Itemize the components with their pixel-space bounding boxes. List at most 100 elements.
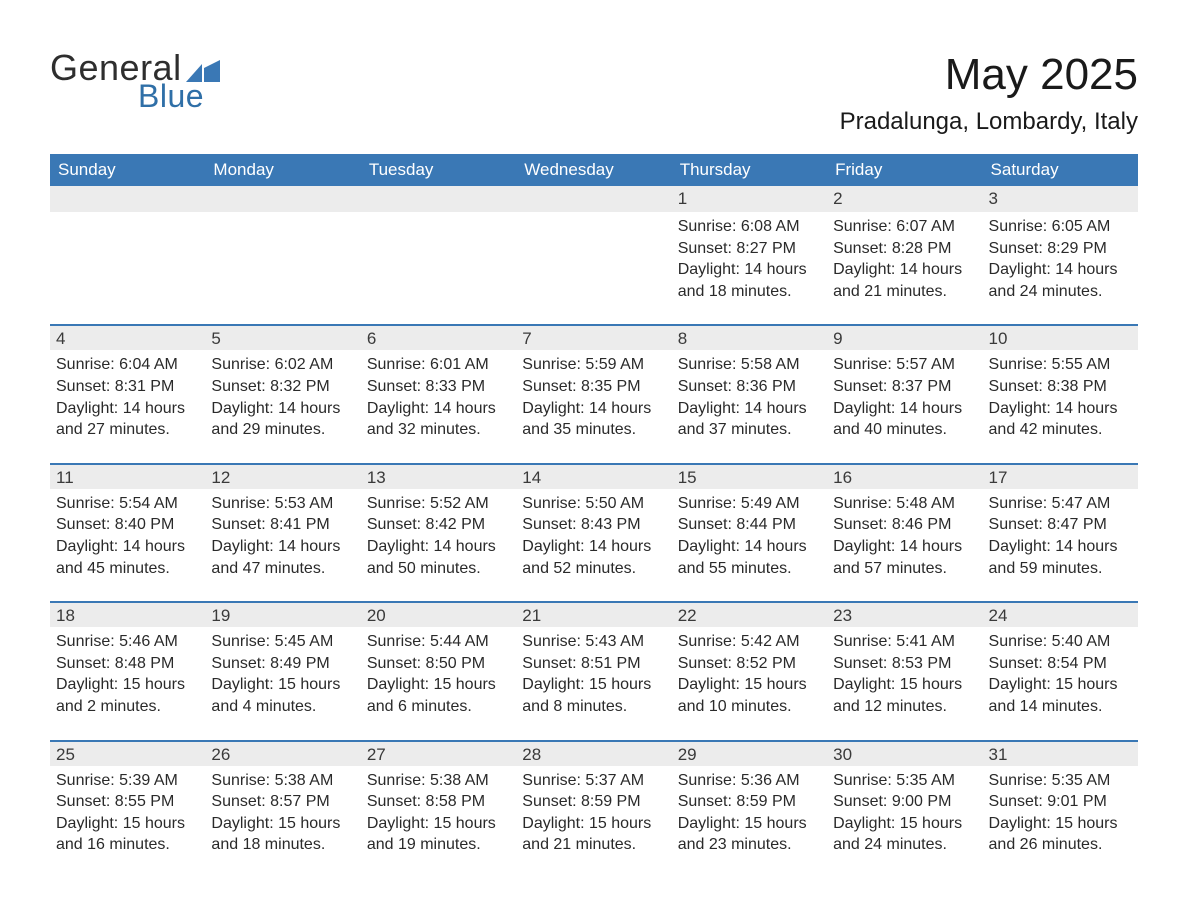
- daylight-text: Daylight: 15 hours: [56, 674, 199, 696]
- date-number: 19: [205, 601, 360, 627]
- sunset-text: Sunset: 8:58 PM: [367, 791, 510, 813]
- date-number: 8: [672, 324, 827, 350]
- sunrise-text: Sunrise: 5:50 AM: [522, 493, 665, 515]
- day-body: Sunrise: 5:35 AMSunset: 9:01 PMDaylight:…: [983, 766, 1138, 866]
- empty-date-bar: [516, 186, 671, 212]
- daylight-text: and 37 minutes.: [678, 419, 821, 441]
- daylight-text: Daylight: 15 hours: [367, 813, 510, 835]
- date-number: 29: [672, 740, 827, 766]
- day-body: Sunrise: 5:40 AMSunset: 8:54 PMDaylight:…: [983, 627, 1138, 739]
- date-number: 14: [516, 463, 671, 489]
- day-body: Sunrise: 5:49 AMSunset: 8:44 PMDaylight:…: [672, 489, 827, 601]
- day-cell: 19Sunrise: 5:45 AMSunset: 8:49 PMDayligh…: [205, 601, 360, 739]
- daylight-text: Daylight: 14 hours: [989, 259, 1132, 281]
- daylight-text: and 50 minutes.: [367, 558, 510, 580]
- day-body: Sunrise: 6:05 AM Sunset: 8:29 PM Dayligh…: [983, 212, 1138, 324]
- day-cell: 10Sunrise: 5:55 AMSunset: 8:38 PMDayligh…: [983, 324, 1138, 462]
- sunrise-text: Sunrise: 5:49 AM: [678, 493, 821, 515]
- sunrise-text: Sunrise: 6:02 AM: [211, 354, 354, 376]
- date-number: 23: [827, 601, 982, 627]
- day-cell: 3 Sunrise: 6:05 AM Sunset: 8:29 PM Dayli…: [983, 186, 1138, 324]
- sunset-text: Sunset: 8:27 PM: [678, 238, 821, 260]
- day-body: Sunrise: 5:35 AMSunset: 9:00 PMDaylight:…: [827, 766, 982, 866]
- daylight-text: Daylight: 15 hours: [833, 674, 976, 696]
- sunrise-text: Sunrise: 5:37 AM: [522, 770, 665, 792]
- day-body: Sunrise: 6:04 AMSunset: 8:31 PMDaylight:…: [50, 350, 205, 462]
- date-number: 9: [827, 324, 982, 350]
- daylight-text: and 42 minutes.: [989, 419, 1132, 441]
- daylight-text: and 52 minutes.: [522, 558, 665, 580]
- sunset-text: Sunset: 8:46 PM: [833, 514, 976, 536]
- sunset-text: Sunset: 8:35 PM: [522, 376, 665, 398]
- weekday-header: Wednesday: [516, 154, 671, 186]
- daylight-text: Daylight: 14 hours: [678, 259, 821, 281]
- sunrise-text: Sunrise: 5:39 AM: [56, 770, 199, 792]
- daylight-text: and 45 minutes.: [56, 558, 199, 580]
- date-number: 4: [50, 324, 205, 350]
- day-cell: 7Sunrise: 5:59 AMSunset: 8:35 PMDaylight…: [516, 324, 671, 462]
- daylight-text: and 14 minutes.: [989, 696, 1132, 718]
- sunset-text: Sunset: 8:48 PM: [56, 653, 199, 675]
- day-body: Sunrise: 5:50 AMSunset: 8:43 PMDaylight:…: [516, 489, 671, 601]
- day-cell: 11Sunrise: 5:54 AMSunset: 8:40 PMDayligh…: [50, 463, 205, 601]
- daylight-text: and 57 minutes.: [833, 558, 976, 580]
- day-body: Sunrise: 5:39 AMSunset: 8:55 PMDaylight:…: [50, 766, 205, 866]
- day-body: Sunrise: 5:41 AMSunset: 8:53 PMDaylight:…: [827, 627, 982, 739]
- sunset-text: Sunset: 9:01 PM: [989, 791, 1132, 813]
- daylight-text: and 18 minutes.: [211, 834, 354, 856]
- daylight-text: and 19 minutes.: [367, 834, 510, 856]
- daylight-text: Daylight: 15 hours: [989, 813, 1132, 835]
- empty-cell: [361, 186, 516, 324]
- day-cell: 26Sunrise: 5:38 AMSunset: 8:57 PMDayligh…: [205, 740, 360, 866]
- daylight-text: Daylight: 15 hours: [211, 674, 354, 696]
- sunset-text: Sunset: 8:52 PM: [678, 653, 821, 675]
- day-body: Sunrise: 5:46 AMSunset: 8:48 PMDaylight:…: [50, 627, 205, 739]
- sunrise-text: Sunrise: 6:05 AM: [989, 216, 1132, 238]
- sunrise-text: Sunrise: 5:54 AM: [56, 493, 199, 515]
- sunrise-text: Sunrise: 5:44 AM: [367, 631, 510, 653]
- sunset-text: Sunset: 8:50 PM: [367, 653, 510, 675]
- date-number: 30: [827, 740, 982, 766]
- date-number: 7: [516, 324, 671, 350]
- day-body: Sunrise: 5:58 AMSunset: 8:36 PMDaylight:…: [672, 350, 827, 462]
- daylight-text: Daylight: 14 hours: [56, 536, 199, 558]
- day-body: Sunrise: 5:47 AMSunset: 8:47 PMDaylight:…: [983, 489, 1138, 601]
- weekday-header: Sunday: [50, 154, 205, 186]
- day-body: Sunrise: 5:38 AMSunset: 8:57 PMDaylight:…: [205, 766, 360, 866]
- date-number: 28: [516, 740, 671, 766]
- date-number: 11: [50, 463, 205, 489]
- header: General Blue May 2025 Pradalunga, Lombar…: [50, 50, 1138, 136]
- daylight-text: and 59 minutes.: [989, 558, 1132, 580]
- day-body: Sunrise: 5:43 AMSunset: 8:51 PMDaylight:…: [516, 627, 671, 739]
- daylight-text: Daylight: 15 hours: [989, 674, 1132, 696]
- daylight-text: Daylight: 15 hours: [678, 674, 821, 696]
- daylight-text: Daylight: 14 hours: [678, 536, 821, 558]
- weekday-header: Thursday: [672, 154, 827, 186]
- weekday-header: Tuesday: [361, 154, 516, 186]
- daylight-text: Daylight: 14 hours: [522, 398, 665, 420]
- day-body: Sunrise: 5:55 AMSunset: 8:38 PMDaylight:…: [983, 350, 1138, 462]
- sunset-text: Sunset: 8:37 PM: [833, 376, 976, 398]
- daylight-text: Daylight: 14 hours: [989, 398, 1132, 420]
- daylight-text: and 26 minutes.: [989, 834, 1132, 856]
- sunrise-text: Sunrise: 5:52 AM: [367, 493, 510, 515]
- day-body: Sunrise: 5:59 AMSunset: 8:35 PMDaylight:…: [516, 350, 671, 462]
- daylight-text: Daylight: 15 hours: [833, 813, 976, 835]
- date-number: 18: [50, 601, 205, 627]
- daylight-text: and 12 minutes.: [833, 696, 976, 718]
- sunset-text: Sunset: 8:57 PM: [211, 791, 354, 813]
- date-number: 16: [827, 463, 982, 489]
- date-number: 12: [205, 463, 360, 489]
- day-body: Sunrise: 5:54 AMSunset: 8:40 PMDaylight:…: [50, 489, 205, 601]
- daylight-text: Daylight: 15 hours: [522, 813, 665, 835]
- empty-date-bar: [50, 186, 205, 212]
- sunset-text: Sunset: 8:40 PM: [56, 514, 199, 536]
- week-row: 18Sunrise: 5:46 AMSunset: 8:48 PMDayligh…: [50, 601, 1138, 739]
- sunset-text: Sunset: 8:41 PM: [211, 514, 354, 536]
- sunset-text: Sunset: 8:32 PM: [211, 376, 354, 398]
- sunrise-text: Sunrise: 5:41 AM: [833, 631, 976, 653]
- sunset-text: Sunset: 8:43 PM: [522, 514, 665, 536]
- empty-body: [516, 212, 671, 316]
- sunrise-text: Sunrise: 6:04 AM: [56, 354, 199, 376]
- sunset-text: Sunset: 8:55 PM: [56, 791, 199, 813]
